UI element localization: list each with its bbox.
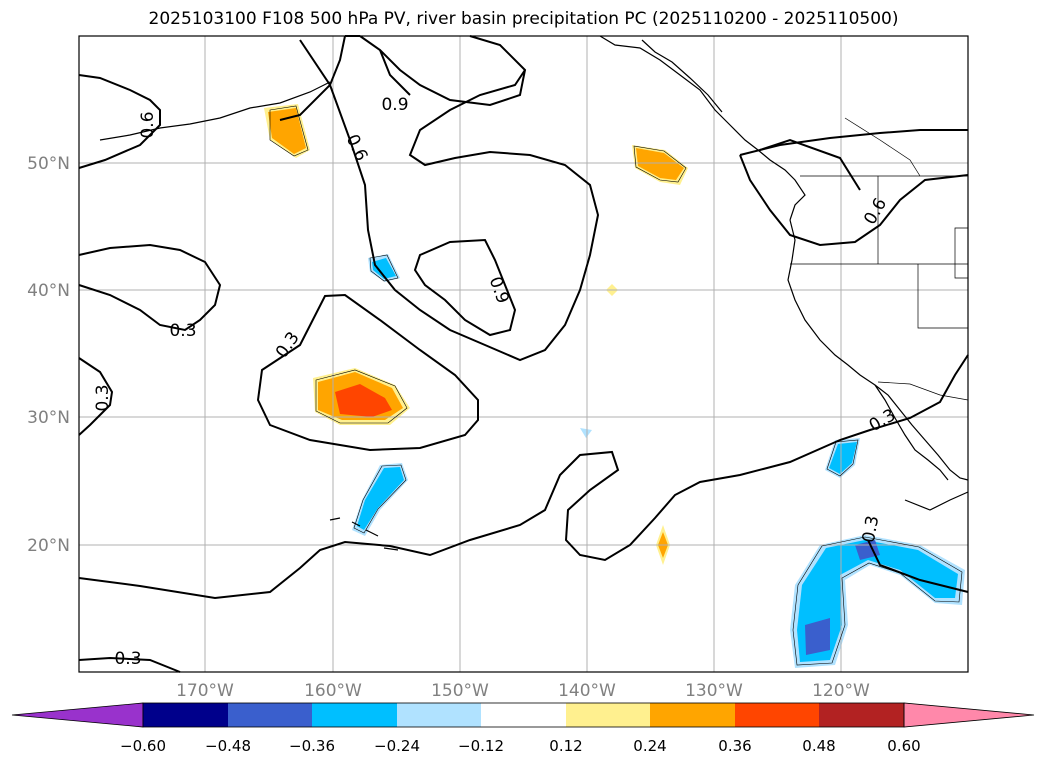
coastlines xyxy=(99,35,969,551)
colorbar-segment xyxy=(228,703,312,727)
colorbar-segment xyxy=(143,703,228,727)
contour-03-mexico xyxy=(867,539,969,593)
west-coast xyxy=(787,219,969,481)
contour-03-subtropical xyxy=(256,293,479,452)
colorbar-segment xyxy=(312,703,397,727)
lat-label-40n: 40°N xyxy=(27,281,70,301)
baja-peninsula xyxy=(874,384,949,481)
colorbar-tick: −0.36 xyxy=(289,737,335,755)
pv-contours xyxy=(78,35,969,673)
precip-outlines xyxy=(269,105,963,666)
colorbar-tick: −0.48 xyxy=(205,737,251,755)
lat-labels: 50°N 40°N 30°N 20°N xyxy=(27,154,70,556)
colorbar-tick: 0.60 xyxy=(887,737,920,755)
contour-label: 0.3 xyxy=(866,405,899,436)
colorbar-tick: −0.24 xyxy=(374,737,420,755)
colorbar-segment xyxy=(566,703,650,727)
aleutian-chain xyxy=(99,81,331,141)
colorbar-segment xyxy=(397,703,481,727)
mexico-coast xyxy=(904,491,969,511)
map-title: 2025103100 F108 500 hPa PV, river basin … xyxy=(148,9,899,29)
contour-label: 0.3 xyxy=(169,321,196,341)
contour-03-inner-ring xyxy=(379,49,411,96)
map-frame xyxy=(78,35,969,673)
contour-label: 0.3 xyxy=(93,384,113,411)
contour-03-left-edge xyxy=(78,357,114,436)
colorbar-segment xyxy=(650,703,735,727)
colorbar-tick: 0.24 xyxy=(633,737,666,755)
colorbar-segment xyxy=(735,703,819,727)
contour-label: 0.6 xyxy=(138,111,158,138)
colorbar-tick: 0.36 xyxy=(718,737,751,755)
hawaii-islands xyxy=(329,517,399,551)
contour-label: 0.9 xyxy=(485,274,513,306)
colorbar-extend-high xyxy=(903,702,1035,728)
contour-label: 0.9 xyxy=(381,95,408,115)
contour-label: 0.6 xyxy=(860,195,891,228)
bc-coast xyxy=(757,149,806,221)
contour-labels: 0.3 0.3 0.3 0.3 0.3 0.3 0.6 0.6 0.9 0.9 … xyxy=(93,95,899,669)
contour-03-upper-left xyxy=(78,74,161,169)
colorbar-tick: 0.48 xyxy=(802,737,835,755)
colorbar-tick: −0.12 xyxy=(458,737,504,755)
lon-label-160w: 160°W xyxy=(304,681,362,701)
lon-label-170w: 170°W xyxy=(176,681,234,701)
contour-label: 0.3 xyxy=(114,649,141,669)
contour-03-bottom xyxy=(78,656,181,673)
lon-label-120w: 120°W xyxy=(812,681,870,701)
lon-label-150w: 150°W xyxy=(431,681,489,701)
colorbar-extend-low xyxy=(11,702,144,728)
contour-03-mid-left xyxy=(78,243,222,332)
lat-label-20n: 20°N xyxy=(27,536,70,556)
contour-03-south xyxy=(78,354,969,600)
colorbar-tick: −0.60 xyxy=(120,737,166,755)
alaska-coast xyxy=(599,35,759,151)
contour-09-inner xyxy=(413,238,517,337)
contour-06-north xyxy=(299,39,600,362)
lon-labels: 170°W 160°W 150°W 140°W 130°W 120°W xyxy=(176,681,870,701)
lon-label-140w: 140°W xyxy=(558,681,616,701)
colorbar-segment xyxy=(481,703,566,727)
graticule xyxy=(79,36,968,672)
colorbar: −0.60 −0.48 −0.36 −0.24 −0.12 0.12 0.24 … xyxy=(11,702,1035,755)
colorbar-tick: 0.12 xyxy=(549,737,582,755)
contour-06-east xyxy=(739,154,969,247)
contour-label: 0.6 xyxy=(342,131,372,164)
lat-label-30n: 30°N xyxy=(27,408,70,428)
political-borders xyxy=(790,117,969,401)
contour-label: 0.3 xyxy=(859,514,883,544)
colorbar-segment xyxy=(819,703,904,727)
lon-label-130w: 130°W xyxy=(685,681,743,701)
precip-dot-28n xyxy=(580,428,592,438)
lat-label-50n: 50°N xyxy=(27,154,70,174)
contour-label: 0.3 xyxy=(272,328,304,362)
